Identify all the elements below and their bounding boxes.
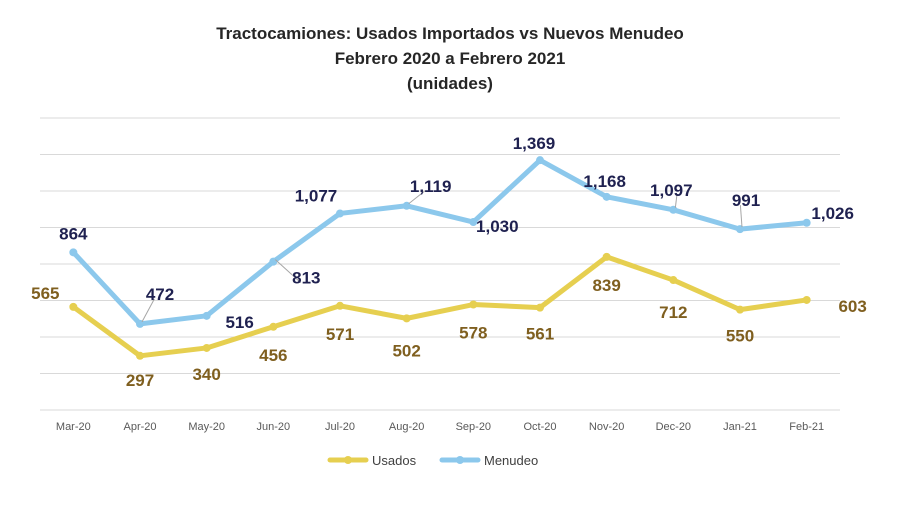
x-tick-label: Jul-20 bbox=[325, 421, 355, 433]
leader-line bbox=[408, 190, 426, 205]
chart-subtitle: Febrero 2020 a Febrero 2021 bbox=[334, 49, 566, 68]
data-point-menudeo bbox=[669, 205, 678, 214]
data-point-menudeo bbox=[69, 248, 78, 257]
data-label-usados: 550 bbox=[726, 327, 754, 346]
x-tick-label: Nov-20 bbox=[589, 421, 624, 433]
data-label-menudeo: 1,026 bbox=[811, 204, 854, 223]
data-label-menudeo: 1,030 bbox=[476, 217, 519, 236]
series-line-usados bbox=[70, 254, 810, 359]
data-label-usados: 565 bbox=[31, 284, 59, 303]
leader-line bbox=[739, 205, 743, 228]
data-label-menudeo: 516 bbox=[225, 313, 253, 332]
data-point-menudeo bbox=[269, 257, 278, 266]
x-tick-label: Feb-21 bbox=[789, 421, 824, 433]
legend-marker-usados bbox=[344, 456, 352, 464]
chart-unit-label: (unidades) bbox=[407, 74, 493, 93]
data-label-usados: 839 bbox=[592, 276, 620, 295]
data-label-usados: 561 bbox=[526, 325, 554, 344]
data-point-menudeo bbox=[202, 311, 211, 320]
x-tick-label: Mar-20 bbox=[56, 421, 91, 433]
data-point-usados bbox=[202, 343, 211, 352]
data-label-menudeo: 1,168 bbox=[583, 172, 626, 191]
data-point-usados bbox=[802, 295, 811, 304]
x-tick-label: Jan-21 bbox=[723, 421, 757, 433]
data-point-usados bbox=[69, 302, 78, 311]
data-label-usados: 340 bbox=[192, 365, 220, 384]
data-point-menudeo bbox=[736, 225, 744, 234]
data-point-usados bbox=[269, 322, 278, 331]
data-point-usados bbox=[669, 276, 678, 285]
data-label-menudeo: 813 bbox=[292, 269, 320, 288]
chart-title: Tractocamiones: Usados Importados vs Nue… bbox=[216, 24, 684, 43]
leader-line bbox=[674, 194, 678, 208]
data-label-menudeo: 1,119 bbox=[410, 177, 452, 196]
data-point-menudeo bbox=[469, 218, 478, 227]
data-point-usados bbox=[136, 351, 144, 360]
data-point-usados bbox=[336, 301, 344, 310]
data-point-usados bbox=[469, 300, 478, 309]
data-point-usados bbox=[736, 305, 744, 314]
x-tick-label: May-20 bbox=[188, 421, 225, 433]
data-label-menudeo: 991 bbox=[732, 191, 760, 210]
leader-line bbox=[141, 298, 155, 323]
data-label-usados: 712 bbox=[659, 303, 687, 322]
data-label-menudeo: 1,097 bbox=[650, 181, 693, 200]
data-point-usados bbox=[402, 314, 411, 323]
legend-marker-menudeo bbox=[456, 456, 464, 464]
data-label-usados: 578 bbox=[459, 324, 487, 343]
data-point-usados bbox=[536, 303, 544, 312]
x-tick-label: Apr-20 bbox=[123, 421, 156, 433]
data-label-menudeo: 1,077 bbox=[295, 186, 338, 205]
legend-label-usados: Usados bbox=[372, 453, 417, 468]
data-label-usados: 603 bbox=[838, 297, 866, 316]
leader-line bbox=[274, 259, 302, 283]
data-point-menudeo bbox=[336, 209, 344, 218]
data-label-menudeo: 472 bbox=[146, 285, 174, 304]
series-line-menudeo bbox=[70, 157, 810, 327]
legend-label-menudeo: Menudeo bbox=[484, 453, 538, 468]
data-label-usados: 502 bbox=[392, 341, 420, 360]
x-tick-label: Aug-20 bbox=[389, 421, 424, 433]
data-point-menudeo bbox=[802, 218, 811, 227]
data-label-menudeo: 864 bbox=[59, 224, 88, 243]
data-point-menudeo bbox=[602, 192, 611, 201]
data-point-usados bbox=[602, 252, 611, 261]
x-tick-label: Oct-20 bbox=[523, 421, 556, 433]
data-label-usados: 571 bbox=[326, 325, 354, 344]
data-label-usados: 297 bbox=[126, 371, 154, 390]
x-tick-label: Dec-20 bbox=[656, 421, 691, 433]
data-label-menudeo: 1,369 bbox=[513, 134, 556, 153]
data-label-usados: 456 bbox=[259, 346, 287, 365]
data-point-menudeo bbox=[536, 156, 544, 165]
x-tick-label: Sep-20 bbox=[456, 421, 491, 433]
x-tick-label: Jun-20 bbox=[257, 421, 291, 433]
